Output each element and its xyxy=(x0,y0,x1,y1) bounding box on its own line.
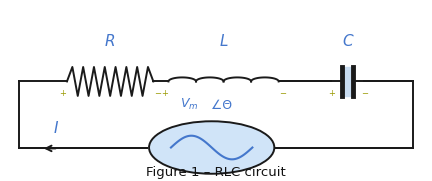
Text: +: + xyxy=(59,89,66,98)
Text: +: + xyxy=(328,89,335,98)
Text: I: I xyxy=(54,121,58,136)
Text: L: L xyxy=(219,34,228,49)
Text: R: R xyxy=(105,34,115,49)
Text: −: − xyxy=(154,89,161,98)
Text: ∠Θ: ∠Θ xyxy=(207,99,232,112)
Circle shape xyxy=(149,121,274,174)
Polygon shape xyxy=(342,66,353,96)
Text: Figure 1 – RLC circuit: Figure 1 – RLC circuit xyxy=(146,166,286,179)
Text: −: − xyxy=(361,89,368,98)
Text: +: + xyxy=(161,89,168,98)
Text: C: C xyxy=(343,34,353,49)
Text: −: − xyxy=(280,89,286,98)
Text: $V_m$: $V_m$ xyxy=(180,97,199,112)
